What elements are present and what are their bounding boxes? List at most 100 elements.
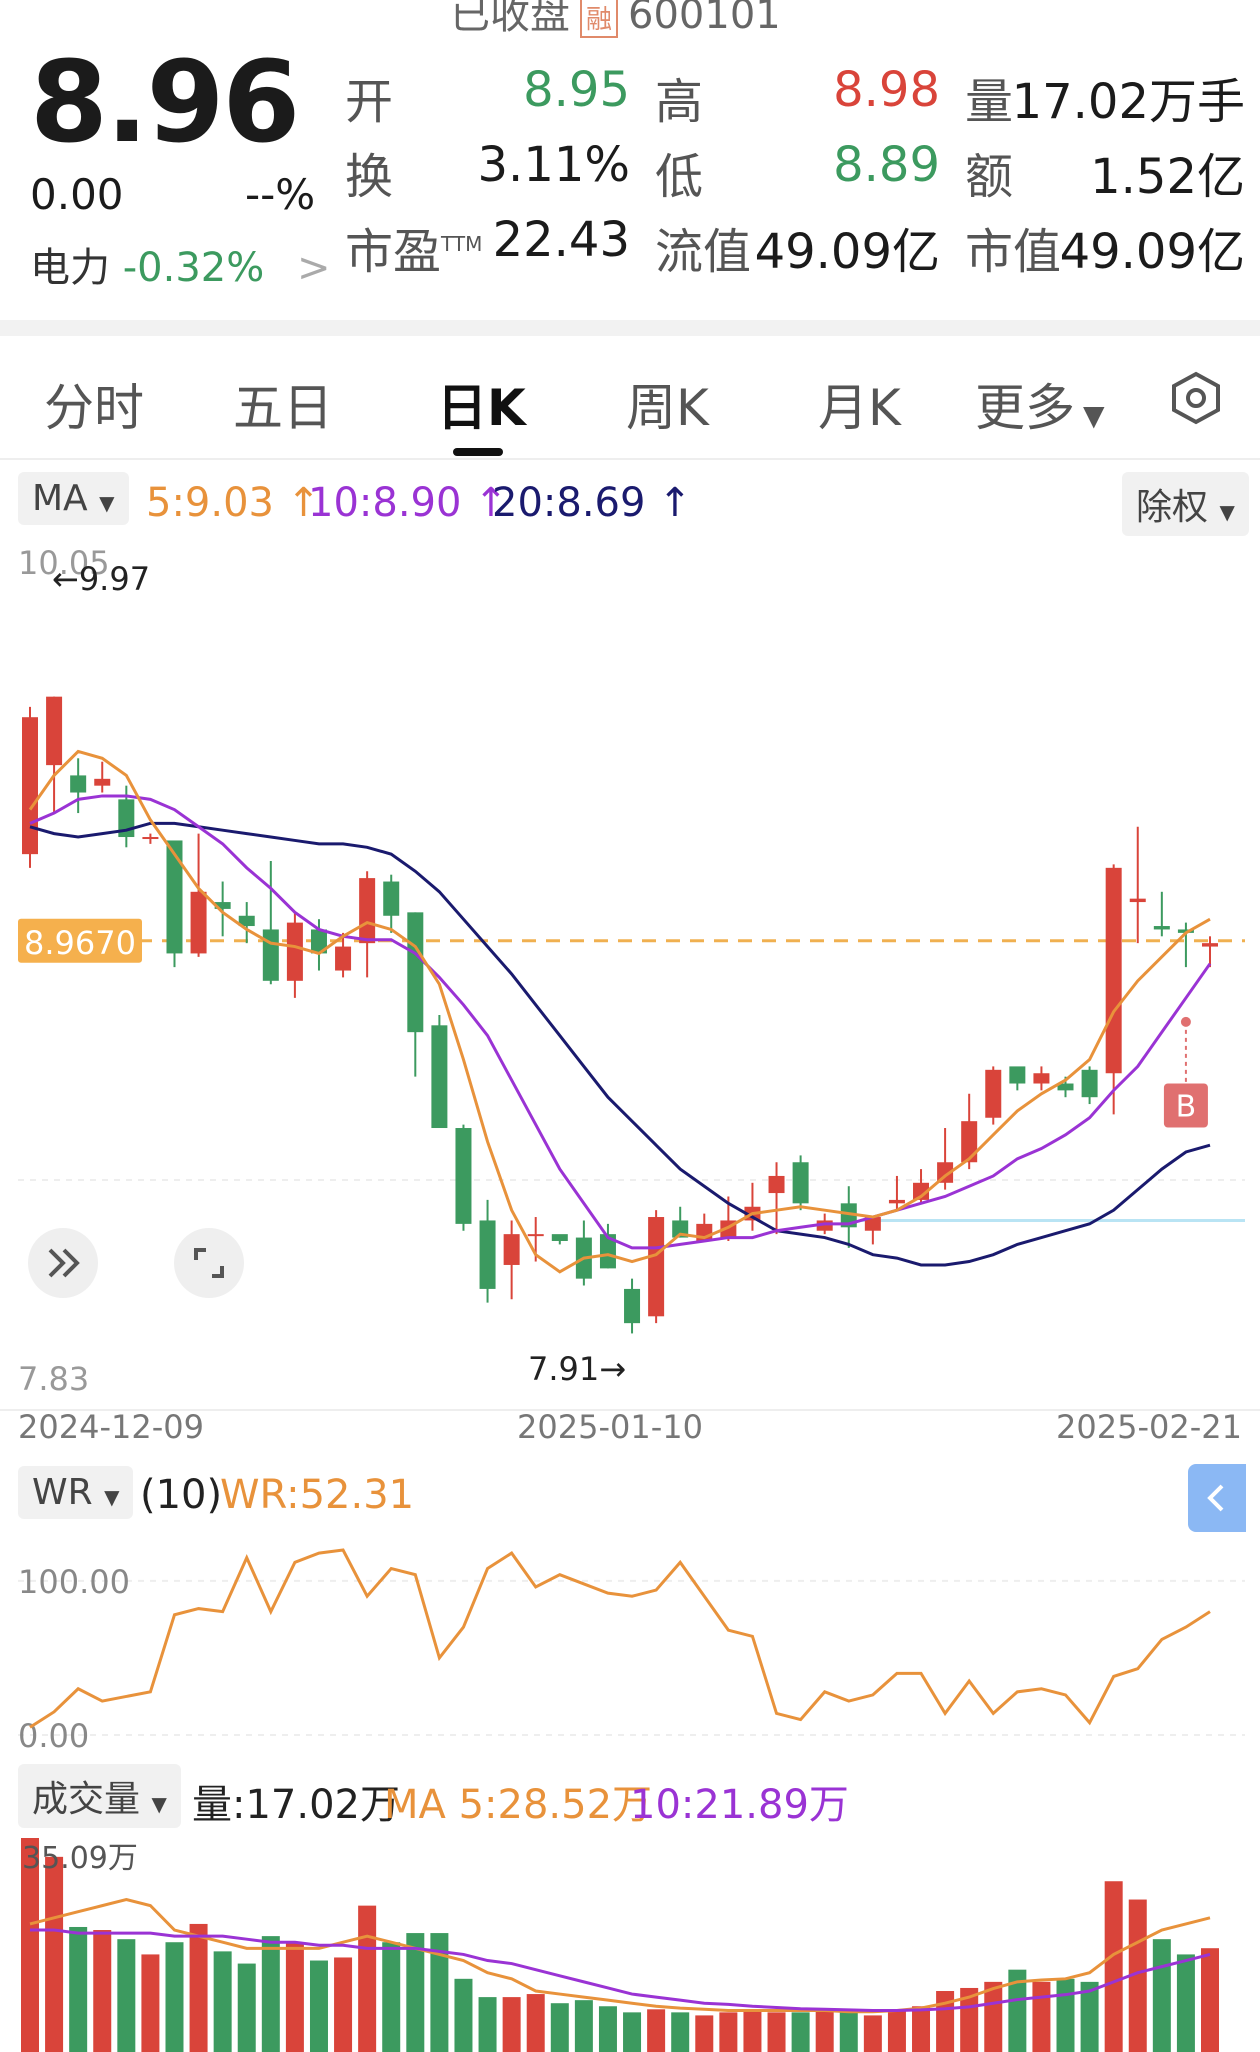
quote-value: 8.95	[523, 62, 630, 118]
volume-bar	[598, 2006, 617, 2052]
volume-bar	[406, 1933, 425, 2052]
adjust-selector[interactable]: 除权 ▼	[1122, 472, 1249, 536]
ma5-line	[28, 749, 1211, 1274]
tab-weekly-k[interactable]: 周K	[626, 379, 709, 437]
active-tab-indicator	[453, 448, 503, 456]
quote-label: 开	[345, 74, 394, 130]
market-status: 已收盘融 600101	[450, 0, 781, 40]
volume-bar	[791, 2012, 810, 2052]
candle-body	[286, 922, 303, 981]
candle-body	[816, 1220, 833, 1231]
candle-body	[166, 840, 183, 954]
quote-value: 22.43	[492, 212, 630, 268]
candle-body	[985, 1069, 1002, 1118]
candle-body	[142, 837, 159, 840]
volume-bar	[1104, 1881, 1123, 2052]
double-chevron-right-icon	[48, 1248, 80, 1278]
quote-value: 1.52亿	[1090, 149, 1245, 205]
divider	[0, 320, 1260, 336]
candle-body	[913, 1182, 930, 1200]
quote-label: 高	[655, 74, 704, 130]
volume-ma10: 10:21.89万	[630, 1782, 849, 1828]
candle-body	[70, 775, 87, 793]
tab-daily-k[interactable]: 日K	[437, 379, 526, 437]
candle-body	[527, 1234, 544, 1237]
volume-bar	[526, 1994, 545, 2052]
ma5-value: 5:9.03 ↑	[146, 480, 321, 526]
signal-dot	[1180, 1016, 1191, 1027]
candle-body	[1009, 1066, 1026, 1084]
tab-more[interactable]: 更多 ▼	[975, 379, 1105, 437]
volume-bar	[719, 2012, 738, 2052]
volume-ma5-line	[29, 1897, 1211, 2014]
candle-body	[1057, 1083, 1074, 1091]
volume-bar	[1032, 1981, 1051, 2052]
candlestick-chart[interactable]: 8.9670 10.05 7.83 ←9.97 7.91→ B 2024-12-09 2025…	[0, 540, 1260, 1460]
volume-bar	[887, 2009, 906, 2052]
candle-body	[624, 1288, 641, 1324]
price-change-pct: --%	[245, 170, 316, 219]
candle-body	[1105, 867, 1122, 1074]
wr-period: (10)	[140, 1472, 223, 1518]
quote-value: 49.09亿	[1059, 224, 1245, 280]
volume-bar	[743, 2009, 762, 2052]
volume-bar	[45, 1856, 64, 2052]
tab-intraday[interactable]: 分时	[44, 379, 144, 437]
quote-label: 流值	[655, 224, 752, 280]
x-axis-label: 2024-12-09	[18, 1408, 204, 1446]
fullscreen-button[interactable]	[174, 1228, 244, 1298]
ma20-value: 20:8.69 ↑	[492, 480, 692, 526]
candle-body	[1202, 943, 1218, 947]
tab-five-day[interactable]: 五日	[233, 379, 333, 437]
ma-selector[interactable]: MA ▼	[18, 472, 129, 525]
settings-icon[interactable]	[1168, 370, 1224, 426]
volume-bar	[478, 1997, 497, 2052]
caret-down-icon: ▼	[151, 1792, 167, 1816]
candle-body	[310, 929, 327, 954]
candle-body	[94, 778, 111, 786]
x-axis-label: 2025-02-21	[1056, 1408, 1242, 1446]
collapse-side-button[interactable]	[1188, 1464, 1246, 1532]
fullscreen-icon	[194, 1248, 224, 1278]
wr-value: WR:52.31	[220, 1472, 415, 1518]
volume-selector[interactable]: 成交量 ▼	[18, 1764, 181, 1828]
ma-indicator-bar: MA ▼ 5:9.03 ↑ 10:8.90 ↑ 20:8.69 ↑ 除权 ▼	[0, 470, 1260, 536]
candle-body	[864, 1217, 881, 1231]
period-tabs: 分时 五日 日K 周K 月K 更多 ▼	[0, 340, 1260, 460]
volume-bar	[1008, 1969, 1027, 2052]
candle-body	[768, 1175, 785, 1194]
volume-bar	[334, 1957, 353, 2052]
volume-bar	[1201, 1948, 1219, 2052]
volume-bar	[93, 1930, 112, 2052]
y-axis-top-label: 10.05	[18, 544, 110, 582]
volume-bar	[574, 2000, 593, 2052]
volume-bar	[189, 1923, 208, 2052]
volume-bar	[695, 2015, 714, 2052]
quote-label: 换	[345, 149, 394, 205]
wr-indicator-bar: WR ▼ (10) WR:52.31	[0, 1462, 1260, 1528]
reference-label: 8.9670	[24, 924, 136, 962]
quote-label: 低	[655, 149, 704, 205]
volume-bar	[1152, 1939, 1171, 2052]
y-axis-bottom-label: 7.83	[18, 1360, 89, 1398]
buy-signal-badge	[1163, 1083, 1208, 1128]
volume-bar	[960, 1987, 979, 2052]
tab-monthly-k[interactable]: 月K	[818, 379, 901, 437]
candle-body	[551, 1234, 568, 1241]
volume-bar	[815, 2009, 834, 2052]
volume-bar	[1080, 1981, 1099, 2052]
wr-selector[interactable]: WR ▼	[18, 1466, 134, 1519]
volume-bar	[502, 1997, 521, 2052]
volume-chart[interactable]: 35.09万	[0, 1830, 1260, 2052]
volume-bar	[1056, 1978, 1075, 2052]
candle-body	[22, 717, 38, 855]
volume-bar	[430, 1933, 449, 2052]
volume-bar	[309, 1960, 328, 2052]
candle-body	[648, 1217, 665, 1317]
volume-bar	[117, 1939, 136, 2052]
volume-bar	[839, 2012, 858, 2052]
wr-chart[interactable]: 100.00 0.00	[0, 1530, 1260, 1760]
sector-change[interactable]: 电力 -0.32% >	[30, 245, 331, 291]
expand-panel-button[interactable]	[28, 1228, 98, 1298]
volume-bar	[358, 1905, 377, 2052]
